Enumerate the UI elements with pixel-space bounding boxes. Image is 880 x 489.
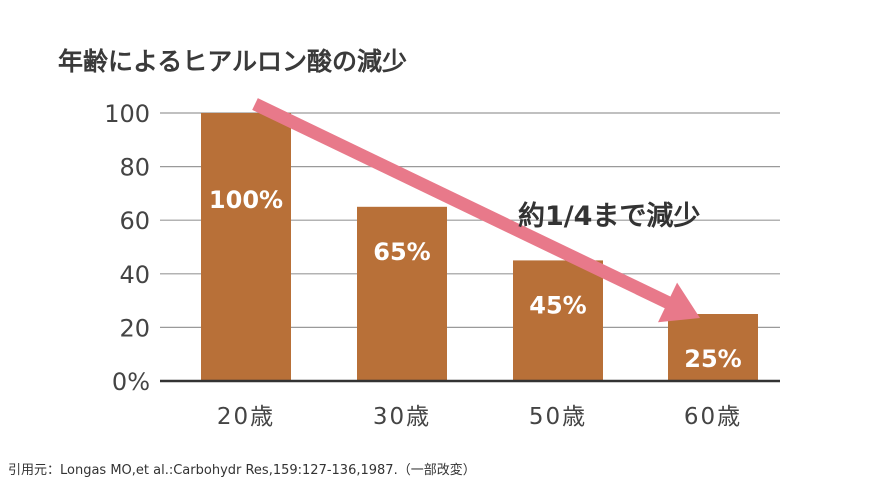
- source-citation: 引用元：Longas MO,et al.:Carbohydr Res,159:1…: [8, 462, 476, 478]
- x-tick-label: 20歳: [217, 404, 275, 430]
- x-axis-ticks: 20歳 30歳 50歳 60歳: [217, 404, 742, 430]
- x-tick-label: 60歳: [684, 404, 742, 430]
- y-tick-label: 20: [119, 314, 150, 342]
- bar: [357, 207, 447, 381]
- bars: [201, 113, 758, 381]
- x-tick-label: 30歳: [373, 404, 431, 430]
- y-tick-label: 100: [104, 100, 150, 128]
- data-label: 45%: [529, 291, 586, 319]
- data-label: 100%: [209, 186, 283, 214]
- chart-title: 年齢によるヒアルロン酸の減少: [58, 47, 407, 76]
- y-tick-label: 60: [119, 207, 150, 235]
- bar: [201, 113, 291, 381]
- annotation-label: 約1/4まで減少: [518, 200, 700, 232]
- data-label: 25%: [684, 345, 741, 373]
- y-tick-label: 80: [119, 154, 150, 182]
- bar: [513, 260, 603, 381]
- y-axis-ticks: 0% 20 40 60 80 100: [104, 100, 150, 396]
- y-tick-label: 40: [119, 261, 150, 289]
- x-tick-label: 50歳: [529, 404, 587, 430]
- y-tick-label: 0%: [112, 368, 150, 396]
- data-label: 65%: [373, 238, 430, 266]
